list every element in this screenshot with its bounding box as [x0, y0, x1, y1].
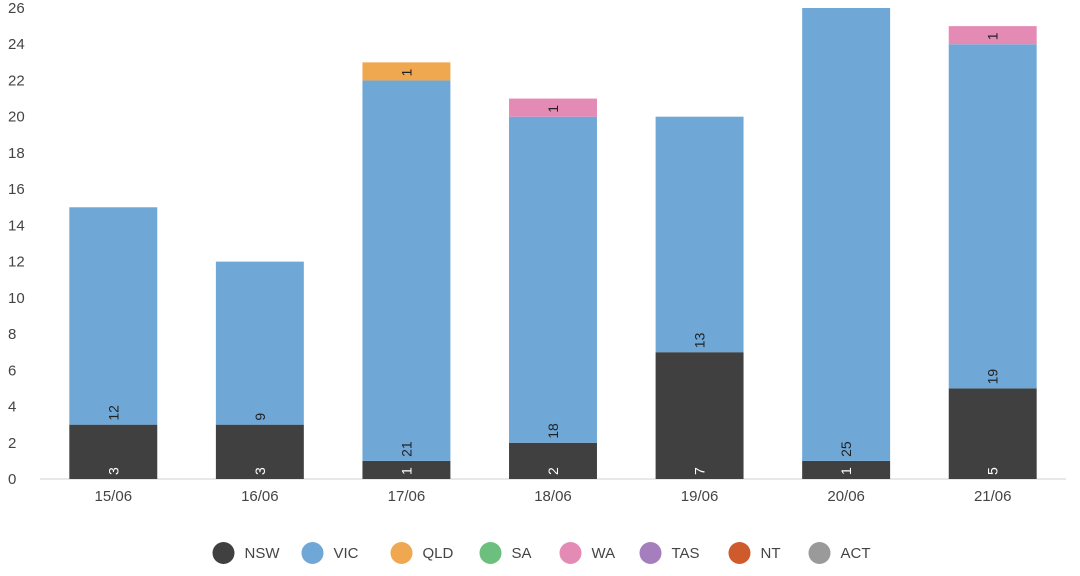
- x-axis: 15/06 16/06 17/06 18/06 19/06 20/06 21/06: [95, 488, 1012, 505]
- legend-label: TAS: [672, 545, 700, 562]
- data-label-qld: 1: [398, 68, 414, 76]
- data-label-nsw: 7: [692, 467, 708, 475]
- x-tick-label: 19/06: [681, 488, 719, 505]
- bar-segment-vic: [69, 207, 158, 425]
- bar-segment-nsw: [509, 442, 597, 479]
- legend-swatch-sa: [479, 542, 502, 564]
- data-label-nsw: 3: [105, 467, 121, 475]
- y-tick-label: 12: [8, 254, 25, 271]
- bar-segment-vic: [655, 116, 744, 353]
- data-label-vic: 18: [545, 423, 561, 439]
- y-tick-label: 0: [8, 471, 16, 488]
- data-label-wa: 1: [985, 32, 1001, 40]
- bar-segment-vic: [948, 44, 1037, 389]
- bar-segment-nsw: [362, 460, 451, 479]
- legend-item-tas[interactable]: TAS: [639, 542, 700, 564]
- legend-swatch-nsw: [212, 542, 235, 564]
- y-tick-label: 16: [8, 181, 25, 198]
- bar-segment-qld: [362, 62, 451, 81]
- data-label-nsw: 1: [838, 467, 854, 475]
- legend-label: WA: [592, 545, 616, 562]
- y-tick-label: 20: [8, 109, 25, 126]
- data-label-vic: 12: [105, 405, 121, 421]
- y-tick-label: 18: [8, 145, 25, 162]
- data-label-nsw: 5: [985, 467, 1001, 475]
- data-label-vic: 21: [398, 441, 414, 457]
- x-tick-label: 15/06: [95, 488, 133, 505]
- y-tick-label: 24: [8, 36, 25, 53]
- y-tick-label: 26: [8, 0, 25, 17]
- y-tick-label: 4: [8, 399, 16, 416]
- x-tick-label: 17/06: [388, 488, 426, 505]
- legend-item-sa[interactable]: SA: [479, 542, 532, 564]
- bar-segment-nsw: [802, 460, 891, 479]
- legend-label: QLD: [423, 545, 454, 562]
- legend-item-wa[interactable]: WA: [559, 542, 616, 564]
- legend-item-act[interactable]: ACT: [808, 542, 871, 564]
- x-tick-label: 20/06: [827, 488, 865, 505]
- bar-segment-vic: [802, 8, 891, 461]
- data-label-wa: 1: [545, 105, 561, 113]
- legend-swatch-nt: [728, 542, 751, 564]
- legend-label: NSW: [245, 545, 281, 562]
- x-tick-label: 18/06: [534, 488, 572, 505]
- data-label-nsw: 1: [398, 467, 414, 475]
- bar-segment-wa: [509, 98, 597, 117]
- bar-segment-vic: [215, 261, 304, 425]
- y-tick-label: 10: [8, 290, 25, 307]
- data-label-vic: 9: [252, 413, 268, 421]
- bar-segment-wa: [948, 26, 1037, 45]
- legend-swatch-vic: [301, 542, 324, 564]
- legend-label: ACT: [841, 545, 871, 562]
- bar-segment-vic: [362, 80, 451, 461]
- legend-swatch-tas: [639, 542, 662, 564]
- legend-swatch-wa: [559, 542, 582, 564]
- bar-segment-nsw: [69, 424, 158, 479]
- legend-item-nsw[interactable]: NSW: [212, 542, 281, 564]
- bar-segment-nsw: [215, 424, 304, 479]
- y-tick-label: 22: [8, 72, 25, 89]
- y-tick-label: 8: [8, 326, 16, 343]
- bar-segment-vic: [509, 116, 597, 443]
- bar-segment-nsw: [948, 388, 1037, 479]
- legend-label: SA: [512, 545, 532, 562]
- data-label-nsw: 3: [252, 467, 268, 475]
- legend-swatch-act: [808, 542, 831, 564]
- y-tick-label: 2: [8, 435, 16, 452]
- legend-item-qld[interactable]: QLD: [390, 542, 454, 564]
- data-label-vic: 13: [692, 332, 708, 348]
- y-tick-label: 14: [8, 217, 25, 234]
- data-label-nsw: 2: [545, 467, 561, 475]
- legend: NSW VIC QLD SA WA TAS NT ACT: [212, 542, 871, 564]
- y-tick-label: 6: [8, 362, 16, 379]
- data-label-vic: 19: [985, 369, 1001, 385]
- legend-label: VIC: [334, 545, 359, 562]
- legend-item-nt[interactable]: NT: [728, 542, 781, 564]
- legend-label: NT: [761, 545, 781, 562]
- legend-item-vic[interactable]: VIC: [301, 542, 359, 564]
- x-tick-label: 21/06: [974, 488, 1012, 505]
- x-tick-label: 16/06: [241, 488, 279, 505]
- legend-swatch-qld: [390, 542, 413, 564]
- bar-segment-nsw: [655, 352, 744, 479]
- data-label-vic: 25: [838, 441, 854, 457]
